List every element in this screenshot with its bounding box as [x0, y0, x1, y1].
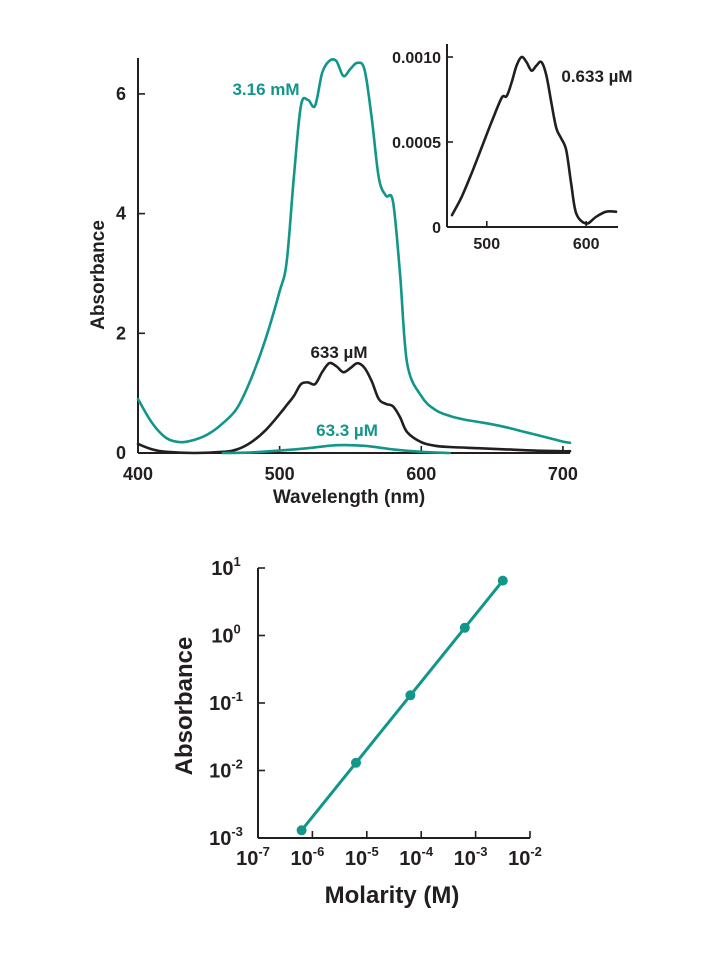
spectrum-x-tick-label: 600	[406, 464, 436, 484]
spectrum-x-label: Wavelength (nm)	[273, 487, 425, 508]
loglog-data-point	[497, 575, 508, 586]
spectrum-y-label: Absorbance	[88, 220, 109, 330]
inset-x-tick-label: 600	[573, 236, 600, 253]
spectrum-y-tick-label: 2	[116, 323, 126, 343]
spectrum-plot: 400 500 600 700 0 2 4 6 Wavelength (nm) Absorba…	[88, 58, 578, 508]
loglog-data-point	[459, 622, 470, 633]
spectrum-y-tick-label: 0	[116, 443, 126, 463]
loglog-y-tick-label: 100	[211, 622, 240, 648]
loglog-x-tick-label: 10-4	[399, 844, 434, 870]
label-0-633-uM: 0.633 µM	[561, 67, 632, 86]
loglog-x-tick-label: 10-7	[236, 844, 270, 870]
inset-y-tick-label: 0	[432, 220, 441, 237]
inset-series-line-0	[450, 55, 618, 225]
inset-y-tick-label: 0.0005	[392, 135, 441, 152]
loglog-x-tick-label: 10-2	[508, 844, 542, 870]
spectrum-x-tick-label: 500	[265, 464, 295, 484]
loglog-x-tick-label: 10-3	[454, 844, 488, 870]
loglog-data-point	[350, 757, 361, 768]
label-633-uM: 633 µM	[310, 343, 367, 362]
spectrum-series-line-1	[136, 361, 572, 455]
spectrum-x-tick-label: 700	[548, 464, 578, 484]
loglog-y-tick-label: 10-1	[209, 689, 243, 715]
spectrum-series-line-0	[136, 58, 572, 445]
label-3-16-mM: 3.16 mM	[232, 80, 299, 99]
inset-ticks: 500 600 0 0.0005 0.0010	[392, 50, 600, 253]
inset-y-tick-label: 0.0010	[392, 50, 441, 67]
loglog-x-tick-label: 10-5	[345, 844, 379, 870]
spectrum-series	[136, 58, 572, 455]
loglog-y-tick-label: 10-2	[209, 757, 243, 783]
loglog-series	[296, 575, 508, 836]
spectrum-series-line-2	[221, 443, 451, 455]
spectrum-y-tick-label: 4	[116, 204, 126, 224]
label-63-3-uM: 63.3 µM	[316, 421, 378, 440]
inset-plot: 500 600 0 0.0005 0.0010 0.633 µM	[392, 44, 633, 253]
spectrum-ticks: 400 500 600 700 0 2 4 6	[116, 84, 578, 484]
loglog-y-tick-label: 101	[211, 554, 240, 580]
loglog-fit-line	[300, 579, 504, 832]
loglog-y-label: Absorbance	[171, 637, 198, 776]
loglog-data-point	[405, 690, 416, 701]
inset-x-tick-label: 500	[473, 236, 500, 253]
loglog-plot: 10-7 10-6 10-5 10-4 10-3 10-2 10-3 10-2 10-1 100 1…	[171, 554, 542, 909]
loglog-y-tick-label: 10-3	[209, 824, 243, 850]
spectrum-x-tick-label: 400	[123, 464, 153, 484]
loglog-x-label: Molarity (M)	[325, 882, 460, 909]
spectrum-y-tick-label: 6	[116, 84, 126, 104]
inset-series	[450, 55, 618, 225]
loglog-ticks: 10-7 10-6 10-5 10-4 10-3 10-2 10-3 10-2 10-1 100 1…	[209, 554, 542, 870]
loglog-x-tick-label: 10-6	[290, 844, 324, 870]
loglog-data-point	[296, 825, 307, 836]
